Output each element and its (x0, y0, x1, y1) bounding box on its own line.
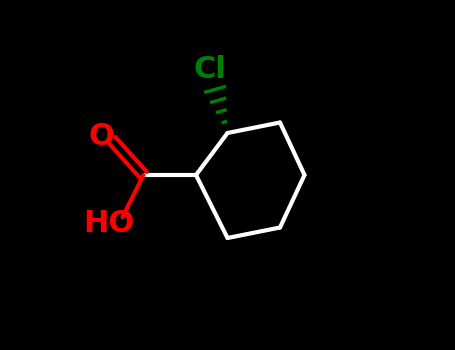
Text: Cl: Cl (193, 56, 227, 84)
Text: HO: HO (83, 210, 134, 238)
Text: O: O (89, 122, 115, 151)
